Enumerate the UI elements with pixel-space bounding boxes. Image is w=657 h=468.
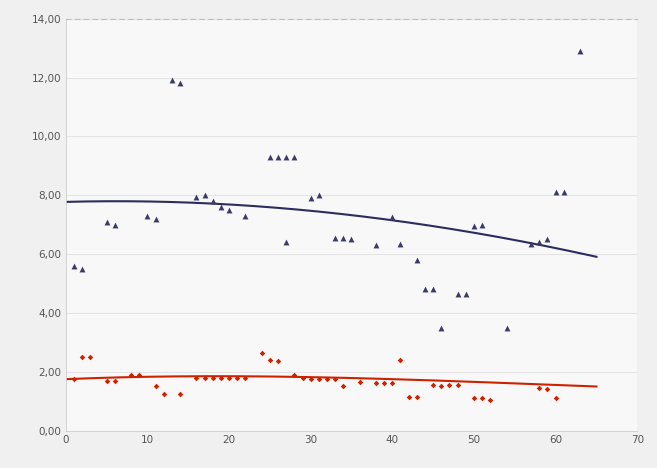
Point <box>411 393 422 401</box>
Point <box>289 153 300 161</box>
Point <box>265 153 275 161</box>
Point <box>191 374 202 381</box>
Point <box>477 395 487 402</box>
Point <box>468 395 479 402</box>
Point <box>387 380 397 387</box>
Point <box>199 191 210 199</box>
Point <box>436 324 447 331</box>
Point <box>224 374 235 381</box>
Point <box>85 353 95 361</box>
Point <box>558 189 569 196</box>
Point <box>436 383 447 390</box>
Point <box>191 193 202 200</box>
Point <box>224 206 235 214</box>
Point <box>215 203 226 211</box>
Point <box>551 395 561 402</box>
Point <box>265 356 275 364</box>
Point <box>77 353 87 361</box>
Point <box>150 215 161 222</box>
Point <box>371 241 381 249</box>
Point <box>453 290 463 298</box>
Point <box>346 235 357 243</box>
Point <box>68 375 79 383</box>
Point <box>240 212 250 219</box>
Point <box>411 256 422 263</box>
Point <box>542 386 553 393</box>
Point <box>142 212 152 219</box>
Point <box>158 390 169 397</box>
Point <box>338 234 349 241</box>
Point <box>403 393 414 401</box>
Point <box>256 349 267 356</box>
Point <box>232 374 242 381</box>
Point <box>150 383 161 390</box>
Point <box>281 153 292 161</box>
Point <box>175 390 185 397</box>
Point <box>428 285 438 293</box>
Point <box>313 191 324 199</box>
Point <box>215 374 226 381</box>
Point <box>477 221 487 228</box>
Point <box>313 375 324 383</box>
Point <box>101 218 112 226</box>
Point <box>534 384 545 392</box>
Point <box>110 221 120 228</box>
Point <box>379 380 390 387</box>
Point <box>468 222 479 230</box>
Point <box>297 374 307 381</box>
Point <box>306 375 316 383</box>
Point <box>281 239 292 246</box>
Point <box>134 371 145 379</box>
Point <box>453 381 463 389</box>
Point <box>240 374 250 381</box>
Point <box>289 371 300 379</box>
Point <box>526 240 536 248</box>
Point <box>306 194 316 202</box>
Point <box>444 381 455 389</box>
Point <box>167 77 177 84</box>
Point <box>501 324 512 331</box>
Point <box>273 153 283 161</box>
Point <box>101 377 112 384</box>
Point <box>542 235 553 243</box>
Point <box>77 265 87 272</box>
Point <box>322 375 332 383</box>
Point <box>396 240 406 248</box>
Point <box>273 358 283 365</box>
Point <box>396 356 406 364</box>
Point <box>125 371 136 379</box>
Point <box>575 47 585 55</box>
Point <box>208 374 218 381</box>
Point <box>175 80 185 87</box>
Point <box>551 189 561 196</box>
Point <box>330 375 340 383</box>
Point <box>330 234 340 241</box>
Point <box>68 262 79 270</box>
Point <box>387 213 397 221</box>
Point <box>485 396 495 403</box>
Point <box>371 380 381 387</box>
Point <box>461 290 471 298</box>
Point <box>420 285 430 293</box>
Point <box>534 239 545 246</box>
Point <box>110 377 120 384</box>
Point <box>208 197 218 205</box>
Point <box>199 374 210 381</box>
Point <box>354 378 365 386</box>
Point <box>338 383 349 390</box>
Point <box>428 381 438 389</box>
